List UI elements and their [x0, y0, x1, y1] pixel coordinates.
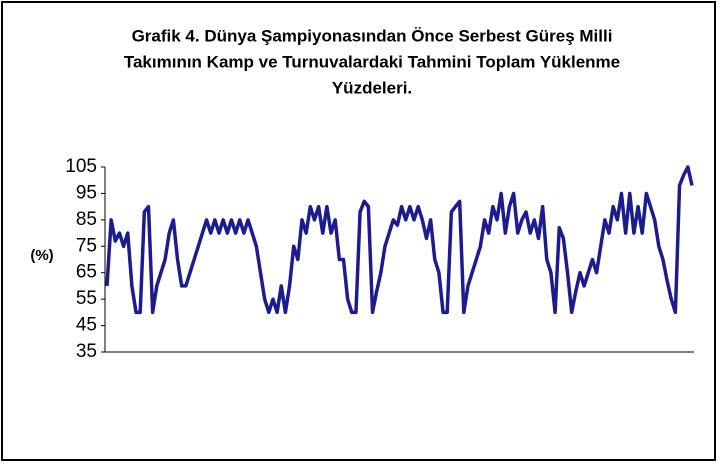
chart-title: Takımının Kamp ve Turnuvalardaki Tahmini…	[124, 52, 620, 71]
data-line	[105, 165, 694, 315]
y-tick-label: 45	[76, 315, 97, 336]
y-tick-label: 65	[76, 262, 97, 283]
y-tick-label: 75	[76, 235, 97, 256]
chart-title: Yüzdeleri.	[332, 78, 412, 97]
y-tick-label: 95	[76, 182, 97, 203]
y-tick-label: 35	[76, 341, 97, 362]
y-axis-label: (%)	[30, 247, 53, 264]
y-tick-label: 85	[76, 209, 97, 230]
chart-title: Grafik 4. Dünya Şampiyonasından Önce Ser…	[132, 26, 613, 45]
y-tick-label: 105	[65, 156, 97, 177]
y-tick-label: 55	[76, 288, 97, 309]
